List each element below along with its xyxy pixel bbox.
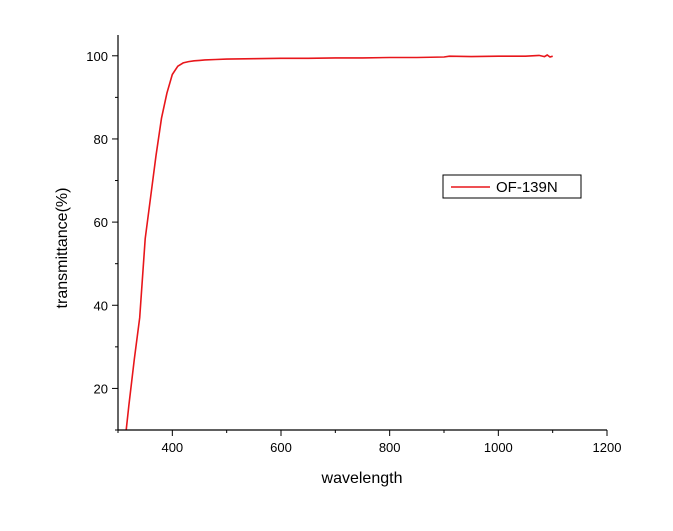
series-line-of-139n — [125, 54, 553, 431]
plot-area — [125, 54, 553, 431]
y-axis-ticks: 20 40 60 80 100 — [86, 49, 118, 431]
x-tick-label: 800 — [379, 440, 401, 455]
y-tick-label: 20 — [94, 381, 108, 396]
legend: OF-139N — [442, 174, 582, 199]
x-tick-label: 1000 — [484, 440, 513, 455]
legend-label-of-139n: OF-139N — [496, 179, 558, 196]
y-tick-label: 60 — [94, 215, 108, 230]
x-axis-ticks: 400 600 800 1000 1200 — [117, 430, 622, 455]
y-tick-label: 80 — [94, 132, 108, 147]
legend-box — [442, 174, 582, 199]
x-axis-label: wavelength — [321, 470, 403, 487]
y-axis-label: transmittance(%) — [54, 188, 71, 309]
x-tick-label: 400 — [161, 440, 183, 455]
x-tick-label: 1200 — [593, 440, 622, 455]
x-tick-label: 600 — [270, 440, 292, 455]
axes — [117, 35, 607, 431]
y-tick-label: 100 — [86, 49, 108, 64]
y-tick-label: 40 — [94, 298, 108, 313]
